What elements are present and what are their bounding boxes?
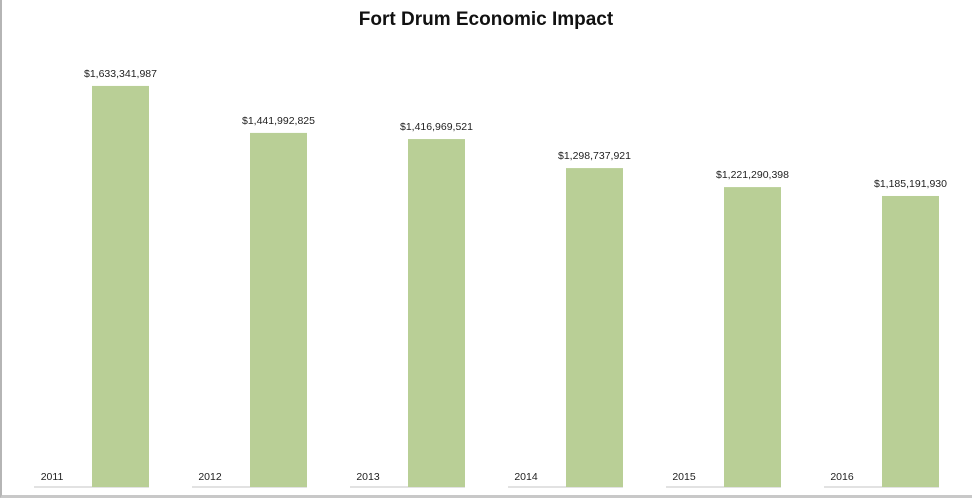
data-label-2016: $1,185,191,930 [874,178,947,190]
data-label-2012: $1,441,992,825 [242,115,315,127]
data-label-2013: $1,416,969,521 [400,121,473,133]
x-tick-label-2016: 2016 [830,471,854,483]
x-tick-label-2013: 2013 [356,471,380,483]
data-label-2014: $1,298,737,921 [558,150,631,162]
bar-2014 [566,168,623,487]
data-label-2011: $1,633,341,987 [84,68,157,80]
x-tick-label-2011: 2011 [41,471,64,483]
category-baseline [192,486,307,488]
bar-2016 [882,195,939,487]
bar-2015 [724,187,781,488]
chart-title: Fort Drum Economic Impact [358,9,614,30]
category-baseline [508,486,623,488]
bar-2013 [408,139,465,487]
data-label-2015: $1,221,290,398 [716,169,789,181]
category-baseline [666,486,781,488]
category-baseline [824,486,939,488]
bar-2011 [92,85,149,487]
x-tick-label-2012: 2012 [198,471,222,483]
category-baseline [34,486,149,488]
x-tick-label-2015: 2015 [672,471,696,483]
x-tick-label-2014: 2014 [514,471,538,483]
category-baseline [350,486,465,488]
bar-2012 [250,132,307,487]
